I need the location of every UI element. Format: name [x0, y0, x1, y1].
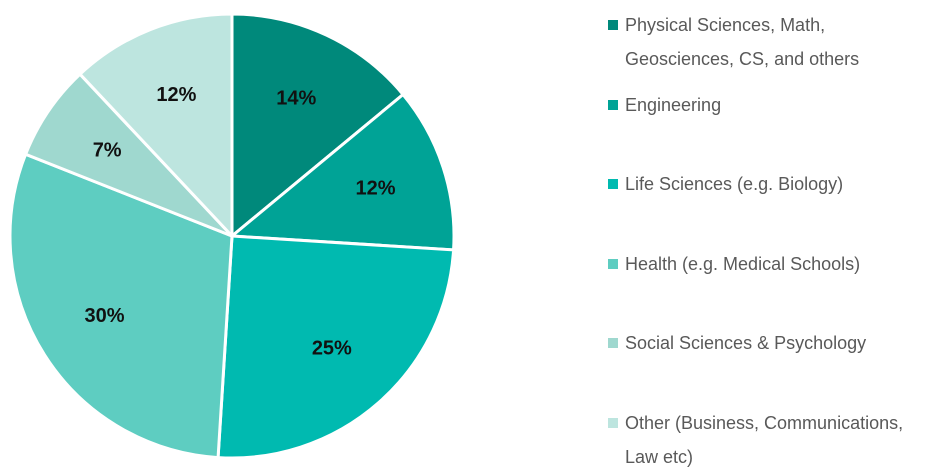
legend-label: Physical Sciences, Math, Geosciences, CS…: [625, 15, 860, 69]
data-label: 7%: [93, 139, 122, 161]
legend-swatch: [608, 179, 618, 189]
legend-item: Social Sciences & Psychology: [608, 326, 908, 360]
legend-item: Physical Sciences, Math, Geosciences, CS…: [608, 8, 908, 76]
legend-label: Health (e.g. Medical Schools): [625, 253, 861, 274]
pie-slice: [77, 12, 234, 240]
legend-item: Life Sciences (e.g. Biology): [608, 167, 908, 201]
pie-slice: [228, 92, 456, 252]
legend-item: Other (Business, Communications, Law etc…: [608, 406, 908, 474]
pie-chart: 14% 12% 25% 30% 7% 12%: [8, 12, 456, 460]
legend-label: Other (Business, Communications, Law etc…: [625, 412, 904, 467]
legend-label: Life Sciences (e.g. Biology): [625, 174, 844, 194]
legend-item: Health (e.g. Medical Schools): [608, 247, 908, 281]
legend-swatch: [608, 417, 618, 428]
data-label: 30%: [85, 305, 125, 327]
pie-slice: [8, 152, 234, 460]
data-label: 25%: [312, 338, 352, 360]
legend-swatch: [608, 99, 618, 110]
legend-swatch: [608, 258, 618, 269]
pie-slice: [230, 12, 406, 240]
legend-swatch: [608, 20, 618, 30]
legend-label: Social Sciences & Psychology: [625, 333, 867, 353]
data-label: 14%: [276, 88, 316, 110]
pie-slice: [216, 234, 456, 460]
legend-swatch: [608, 338, 618, 348]
legend-label: Engineering: [625, 94, 722, 115]
legend-item: Engineering: [608, 88, 908, 122]
data-label: 12%: [156, 84, 196, 106]
data-label: 12%: [356, 178, 396, 200]
